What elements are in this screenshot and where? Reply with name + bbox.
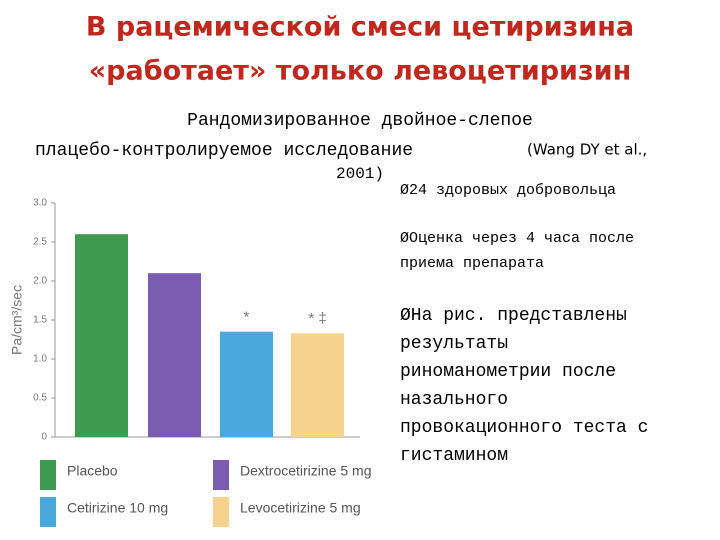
bullet-text: риноманометрии после — [400, 362, 616, 382]
y-tick-label: 0 — [41, 432, 47, 443]
bar — [75, 234, 128, 437]
y-tick-label: 1.0 — [33, 354, 47, 365]
bar — [291, 333, 344, 437]
title-line: В рацемической смеси цетиризина — [86, 12, 634, 43]
bullet-text: результаты — [400, 334, 508, 354]
bullet-text: провокационного теста с — [400, 418, 648, 438]
legend-label: Dextrocetirizine 5 mg — [240, 463, 372, 479]
y-axis-label: Pa/cm³/sec — [9, 285, 25, 355]
legend-swatch — [40, 460, 56, 490]
bullet-text: гистамином — [400, 446, 508, 466]
legend-label: Placebo — [67, 463, 118, 479]
bullet-text: Ø24 здоровых добровольца — [400, 182, 616, 199]
subtitle: (Wang DY et al., — [527, 141, 647, 159]
y-tick-label: 2.5 — [33, 237, 47, 248]
legend-swatch — [213, 497, 229, 527]
bullet-text: назального — [400, 390, 508, 410]
bullet-text: ØОценка через 4 часа после — [400, 230, 634, 247]
legend-swatch — [213, 460, 229, 490]
bar — [148, 273, 201, 437]
annotation: * ‡ — [308, 310, 326, 327]
subtitle: 2001) — [336, 165, 384, 183]
bullet-text: приема препарата — [400, 255, 544, 272]
bar — [220, 331, 273, 437]
legend-swatch — [40, 497, 56, 527]
y-tick-label: 0.5 — [33, 393, 47, 404]
title-line: «работает» только левоцетиризин — [89, 56, 632, 87]
legend-label: Levocetirizine 5 mg — [240, 500, 361, 516]
subtitle: плацебо-контролируемое исследование — [35, 140, 413, 161]
bullet-text: ØНа рис. представлены — [400, 306, 627, 326]
subtitle: Рандомизированное двойное-слепое — [187, 111, 533, 131]
annotation: * — [244, 309, 250, 326]
y-tick-label: 3.0 — [33, 198, 47, 209]
y-tick-label: 2.0 — [33, 276, 47, 287]
y-tick-label: 1.5 — [33, 315, 47, 326]
legend-label: Cetirizine 10 mg — [67, 500, 168, 516]
